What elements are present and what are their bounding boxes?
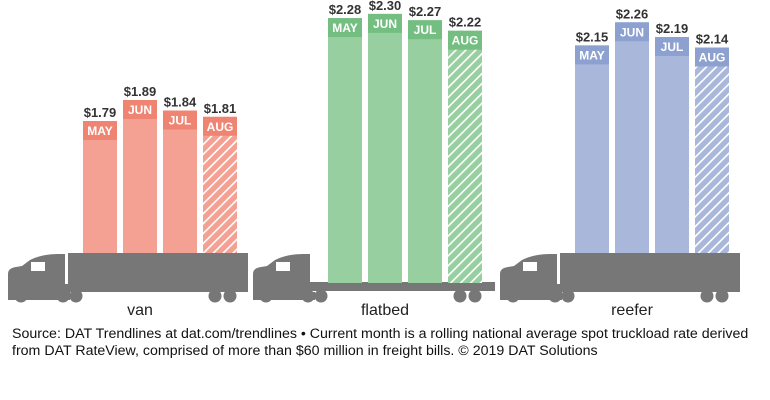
value-label: $2.28 bbox=[329, 2, 362, 17]
source-note: Source: DAT Trendlines at dat.com/trendl… bbox=[12, 326, 749, 359]
value-label: $1.84 bbox=[164, 95, 197, 110]
rates-chart: van MAY $1.79 JUN $1.89 JUL $1.84 AUG $1.81 flatb… bbox=[8, 0, 740, 319]
month-label: AUG bbox=[699, 51, 726, 65]
month-label: JUL bbox=[661, 40, 684, 54]
bar-reefer-aug bbox=[695, 47, 729, 253]
month-band bbox=[655, 37, 689, 56]
month-band bbox=[408, 20, 442, 40]
month-band bbox=[83, 121, 117, 140]
value-label: $2.26 bbox=[616, 6, 649, 21]
bar-flatbed-jun bbox=[368, 13, 402, 284]
month-label: MAY bbox=[332, 21, 358, 35]
flatbed-truck-icon bbox=[253, 254, 495, 303]
value-label: $2.19 bbox=[656, 21, 689, 36]
bar-group-flatbed: flatbed MAY $2.28 JUN $2.30 JUL $2.27 AUG $2.22 bbox=[253, 0, 495, 319]
month-label: AUG bbox=[207, 120, 234, 134]
month-band bbox=[203, 116, 237, 136]
month-label: MAY bbox=[87, 124, 113, 138]
month-label: JUN bbox=[373, 17, 397, 31]
value-label: $2.14 bbox=[696, 32, 729, 47]
bar-van-jul bbox=[163, 110, 197, 253]
reefer-truck-icon bbox=[500, 253, 740, 303]
month-band bbox=[575, 45, 609, 65]
bar-reefer-may bbox=[575, 45, 609, 254]
bar-flatbed-jul bbox=[408, 20, 442, 283]
month-band bbox=[163, 110, 197, 130]
bar-van-aug bbox=[203, 116, 237, 253]
bar-van-may bbox=[83, 121, 117, 253]
month-label: JUN bbox=[128, 103, 152, 117]
month-label: MAY bbox=[579, 48, 605, 62]
group-label-van: van bbox=[127, 302, 153, 319]
month-band bbox=[368, 13, 402, 33]
month-band bbox=[123, 100, 157, 119]
month-label: JUL bbox=[169, 114, 192, 128]
bar-group-reefer: reefer MAY $2.15 JUN $2.26 JUL $2.19 AUG $2.14 bbox=[500, 6, 740, 319]
value-label: $1.79 bbox=[84, 105, 117, 120]
value-label: $1.81 bbox=[204, 101, 237, 116]
month-band bbox=[328, 18, 362, 38]
value-label: $2.30 bbox=[369, 0, 402, 13]
bar-reefer-jun bbox=[615, 22, 649, 253]
month-label: JUL bbox=[414, 23, 437, 37]
value-label: $1.89 bbox=[124, 84, 157, 99]
value-label: $2.27 bbox=[409, 4, 442, 19]
month-band bbox=[448, 30, 482, 50]
month-label: AUG bbox=[452, 34, 479, 48]
value-label: $2.22 bbox=[449, 15, 482, 30]
bar-flatbed-aug bbox=[448, 30, 482, 284]
month-label: JUN bbox=[620, 25, 644, 39]
bar-flatbed-may bbox=[328, 18, 362, 283]
bar-group-van: van MAY $1.79 JUN $1.89 JUL $1.84 AUG $1.81 bbox=[8, 84, 248, 319]
group-label-reefer: reefer bbox=[611, 302, 653, 319]
month-band bbox=[615, 22, 649, 42]
group-label-flatbed: flatbed bbox=[361, 302, 409, 319]
bar-reefer-jul bbox=[655, 37, 689, 253]
van-truck-icon bbox=[8, 253, 248, 303]
bar-van-jun bbox=[123, 100, 157, 253]
value-label: $2.15 bbox=[576, 29, 609, 44]
month-band bbox=[695, 47, 729, 67]
